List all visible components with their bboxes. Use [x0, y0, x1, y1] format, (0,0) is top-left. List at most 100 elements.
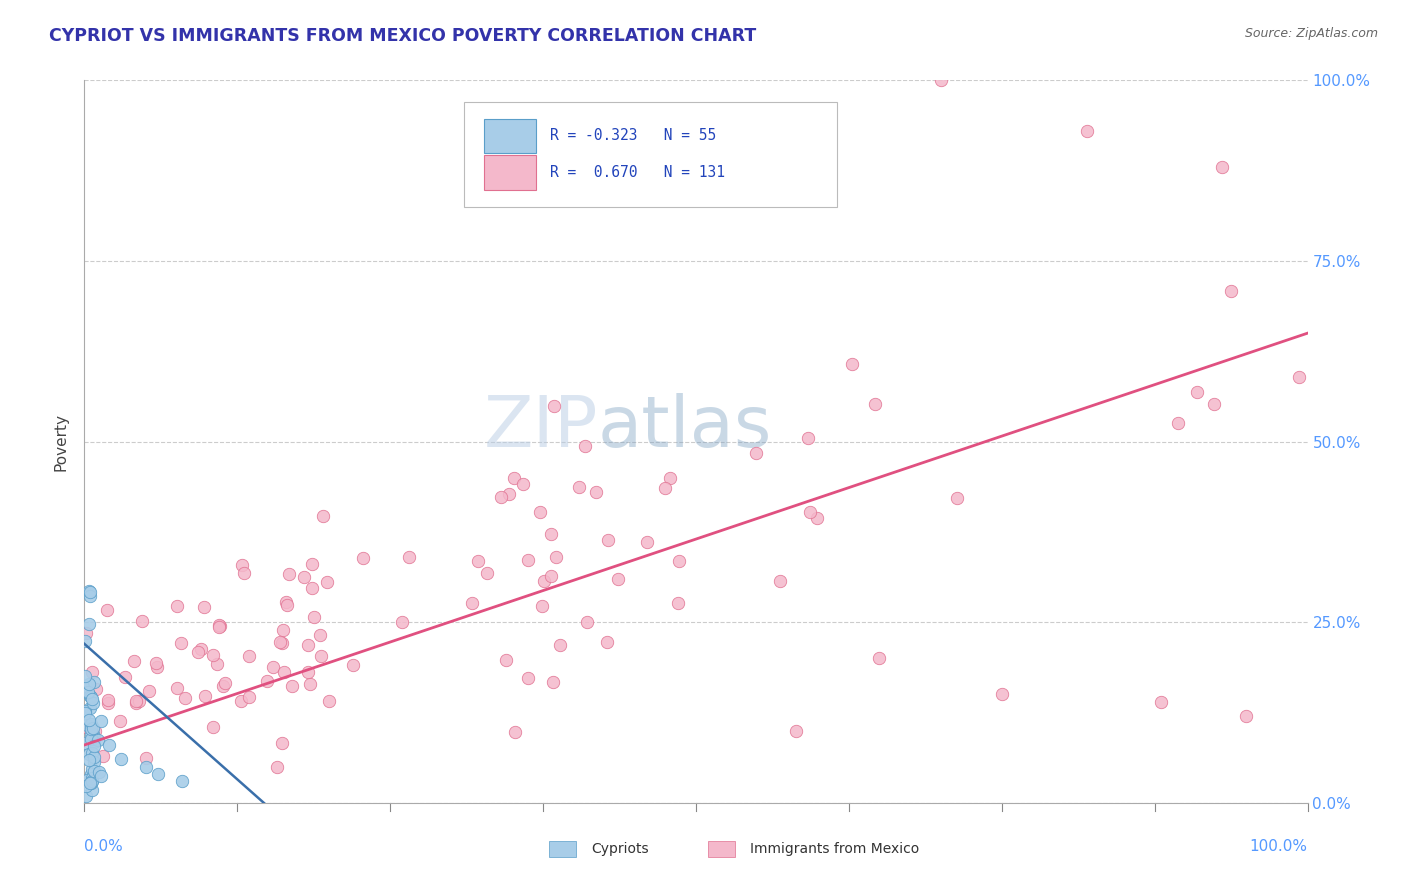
Point — [77, 584, 100, 599]
Point — [575, 615, 598, 629]
Point — [273, 623, 295, 637]
Point — [194, 689, 217, 703]
Point — [596, 533, 619, 548]
Point — [208, 618, 231, 632]
Point — [77, 617, 100, 632]
Point — [75, 679, 97, 693]
Point — [193, 600, 215, 615]
Point — [276, 599, 298, 613]
Point — [97, 738, 120, 752]
Point — [174, 691, 197, 706]
Point — [82, 772, 104, 786]
Point — [87, 733, 110, 747]
Point — [79, 690, 101, 704]
Point — [489, 490, 512, 504]
Point — [585, 484, 607, 499]
Point — [297, 638, 319, 652]
Point — [77, 714, 100, 728]
Point — [512, 476, 534, 491]
Point — [80, 732, 103, 747]
Point — [929, 73, 952, 87]
Point — [205, 657, 228, 671]
Point — [208, 620, 231, 634]
Point — [79, 776, 101, 790]
Point — [233, 566, 256, 580]
Y-axis label: Poverty: Poverty — [53, 412, 69, 471]
Point — [76, 718, 98, 732]
Point — [145, 656, 167, 670]
Point — [79, 753, 101, 767]
Point — [83, 731, 105, 745]
Point — [1211, 160, 1233, 174]
Point — [172, 774, 194, 789]
Text: 0.0%: 0.0% — [84, 838, 124, 854]
Text: R =  0.670   N = 131: R = 0.670 N = 131 — [550, 165, 725, 180]
Point — [517, 671, 540, 685]
Point — [82, 696, 104, 710]
Point — [543, 399, 565, 413]
Point — [498, 487, 520, 501]
Point — [516, 552, 538, 566]
Point — [80, 773, 103, 788]
Point — [80, 716, 103, 731]
Text: R = -0.323   N = 55: R = -0.323 N = 55 — [550, 128, 717, 144]
Point — [80, 767, 103, 781]
Point — [1236, 709, 1258, 723]
Point — [309, 649, 332, 664]
Text: ZIP: ZIP — [484, 392, 598, 461]
Point — [75, 720, 97, 734]
Point — [75, 704, 97, 718]
FancyBboxPatch shape — [464, 102, 837, 207]
Point — [97, 696, 120, 710]
Point — [211, 679, 233, 693]
Point — [869, 651, 891, 665]
Text: Source: ZipAtlas.com: Source: ZipAtlas.com — [1244, 27, 1378, 40]
Point — [131, 615, 153, 629]
Point — [82, 727, 104, 741]
Point — [301, 581, 323, 595]
Point — [301, 557, 323, 571]
Point — [108, 714, 131, 728]
Point — [90, 714, 112, 728]
Point — [238, 649, 260, 664]
Point — [201, 648, 224, 663]
Point — [138, 684, 160, 698]
Point — [75, 626, 97, 640]
Point — [991, 687, 1014, 701]
Text: Immigrants from Mexico: Immigrants from Mexico — [749, 842, 920, 856]
Point — [467, 553, 489, 567]
Point — [530, 599, 553, 613]
Point — [271, 736, 294, 750]
Point — [460, 596, 482, 610]
Point — [97, 692, 120, 706]
Point — [83, 749, 105, 764]
Point — [80, 762, 103, 776]
Point — [1150, 695, 1173, 709]
Text: atlas: atlas — [598, 392, 772, 461]
Point — [83, 735, 105, 749]
Point — [170, 635, 193, 649]
Point — [574, 439, 596, 453]
Point — [659, 471, 682, 485]
Point — [269, 634, 291, 648]
Bar — [484, 155, 536, 190]
Point — [1288, 369, 1310, 384]
Point — [540, 569, 562, 583]
Point — [668, 554, 690, 568]
Point — [841, 357, 863, 371]
Bar — [484, 119, 536, 153]
Point — [75, 789, 97, 803]
Point — [73, 634, 96, 648]
Point — [135, 760, 157, 774]
Point — [79, 776, 101, 790]
Point — [398, 550, 420, 565]
Point — [747, 110, 769, 124]
Point — [666, 596, 689, 610]
Point — [1204, 397, 1226, 411]
Point — [214, 676, 236, 690]
Point — [82, 691, 104, 706]
Point — [1167, 416, 1189, 430]
Point — [79, 585, 101, 599]
Point — [302, 610, 325, 624]
Point — [80, 690, 103, 705]
